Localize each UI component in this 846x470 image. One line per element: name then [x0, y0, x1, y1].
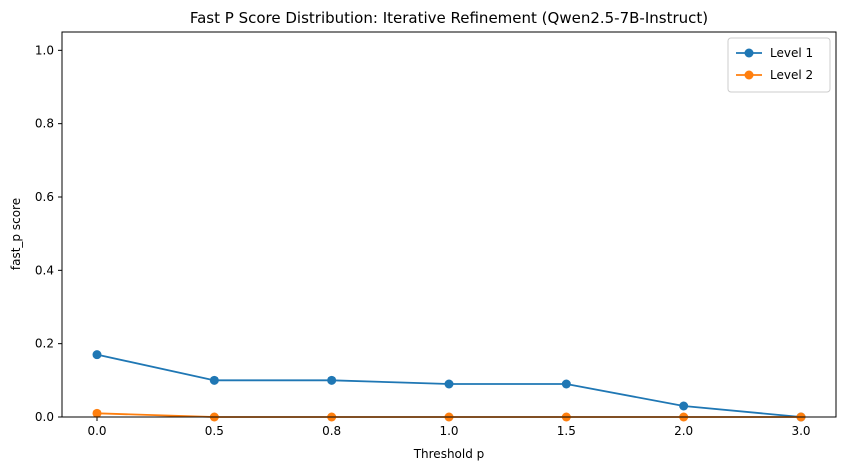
legend-item: Level 2	[736, 68, 813, 82]
data-point	[92, 408, 102, 418]
x-tick-label: 0.0	[87, 424, 106, 438]
data-point	[561, 379, 571, 389]
x-tick-label: 0.5	[205, 424, 224, 438]
legend-label: Level 2	[770, 68, 813, 82]
y-tick-label: 1.0	[35, 43, 54, 57]
x-tick-label: 1.0	[439, 424, 458, 438]
series-group	[92, 350, 806, 422]
y-tick-label: 0.6	[35, 190, 54, 204]
y-axis-label: fast_p score	[9, 198, 23, 270]
x-tick-label: 2.0	[674, 424, 693, 438]
data-point	[92, 350, 102, 360]
x-tick-label: 0.8	[322, 424, 341, 438]
y-tick-label: 0.8	[35, 117, 54, 131]
x-axis-label: Threshold p	[413, 447, 485, 461]
y-tick-label: 0.0	[35, 410, 54, 424]
legend-label: Level 1	[770, 46, 813, 60]
legend-marker	[744, 70, 754, 80]
legend-item: Level 1	[736, 46, 813, 60]
legend-marker	[744, 48, 754, 58]
x-tick-label: 1.5	[557, 424, 576, 438]
axes-frame	[61, 31, 837, 418]
series-2	[92, 408, 806, 422]
data-point	[327, 375, 337, 385]
legend: Level 1 Level 2	[727, 37, 831, 93]
y-axis-ticks: 0.0 0.2 0.4 0.6 0.8 1.0	[35, 43, 62, 424]
series-1	[92, 350, 806, 422]
y-tick-label: 0.4	[35, 263, 54, 277]
y-tick-label: 0.2	[35, 337, 54, 351]
chart-title: Fast P Score Distribution: Iterative Ref…	[190, 9, 708, 27]
data-point	[209, 375, 219, 385]
legend-box	[727, 37, 831, 93]
x-tick-label: 3.0	[791, 424, 810, 438]
data-point	[679, 401, 689, 411]
data-point	[444, 379, 454, 389]
x-axis-ticks: 0.0 0.5 0.8 1.0 1.5 2.0 3.0	[87, 417, 811, 438]
